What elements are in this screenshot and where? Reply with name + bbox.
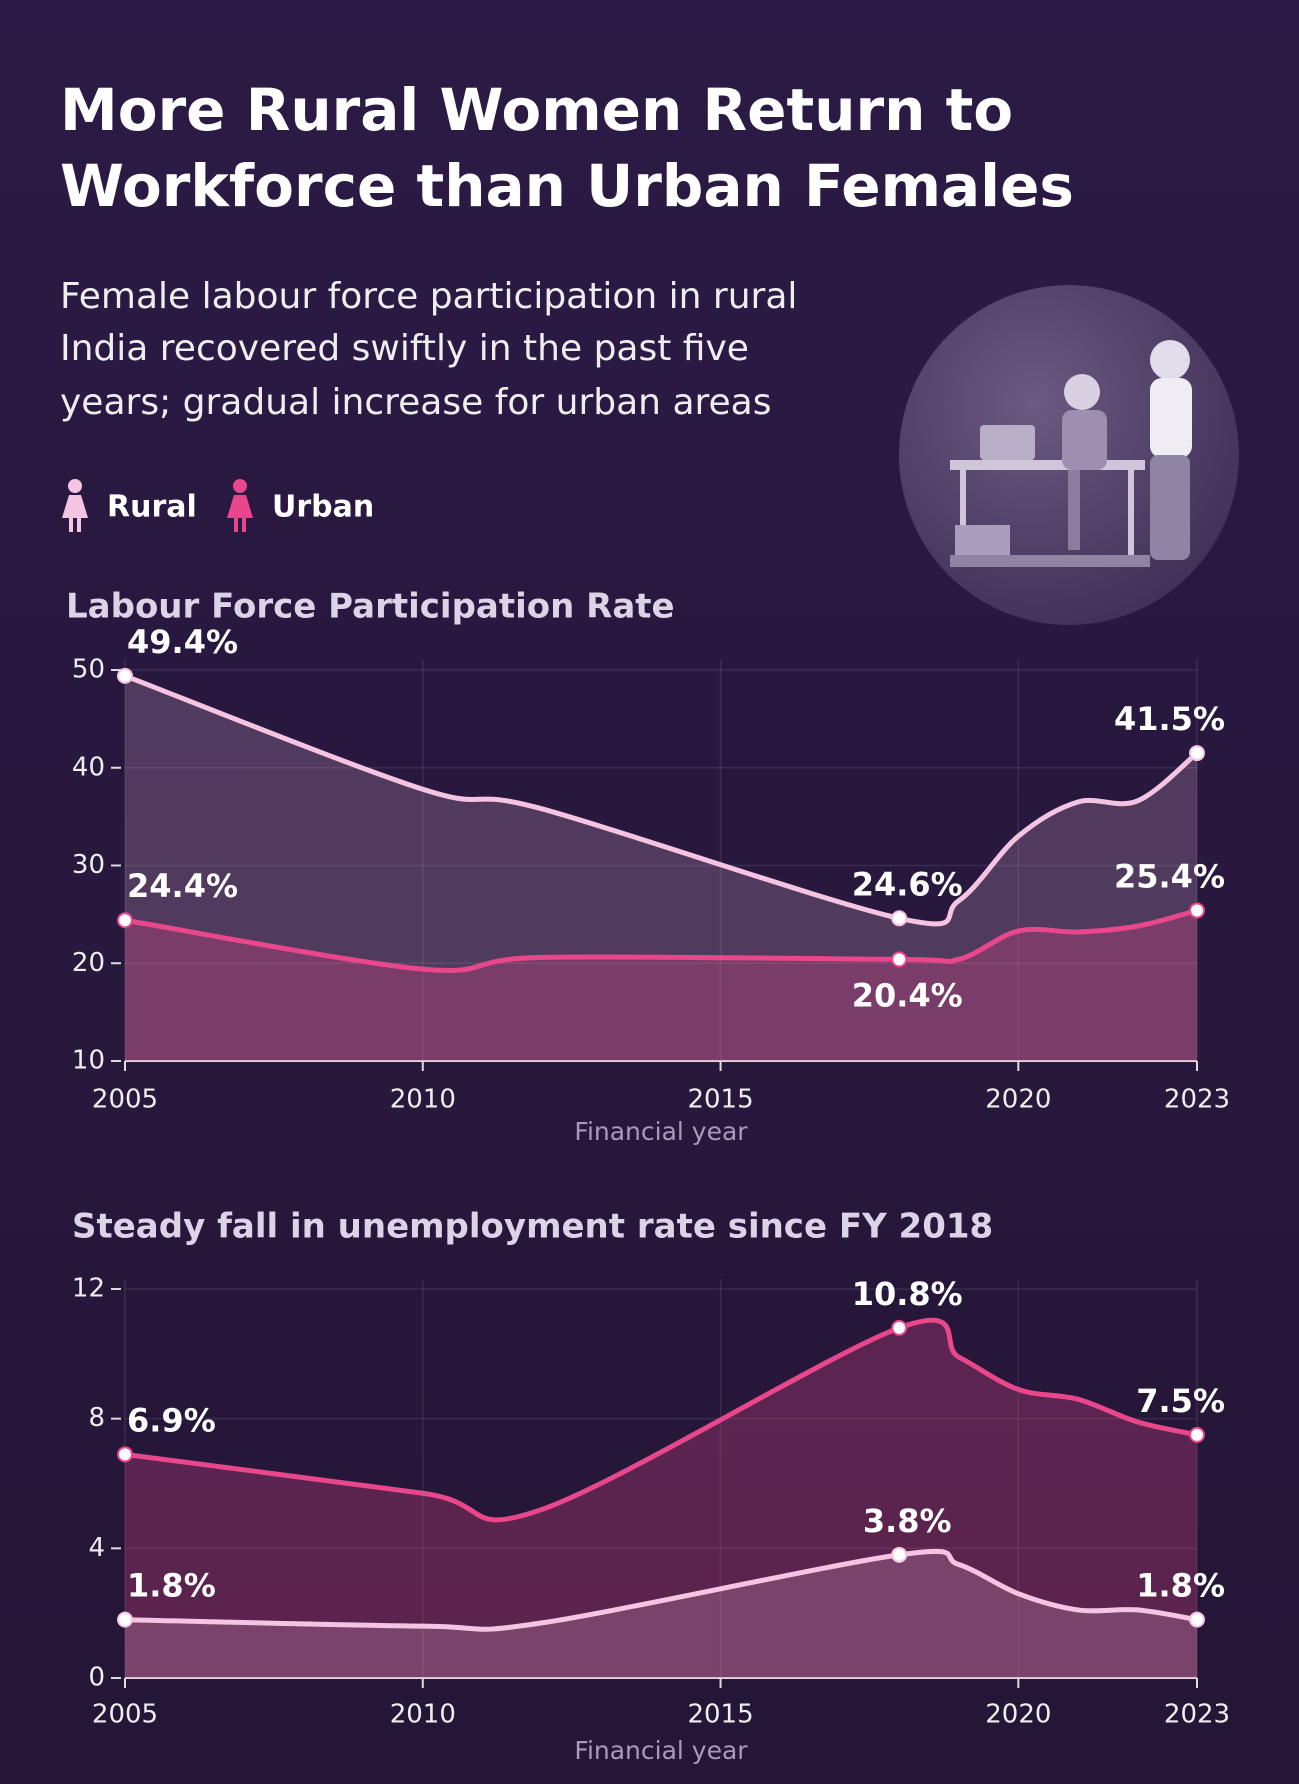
data-label: 1.8% [127, 1567, 216, 1605]
area [125, 1551, 1197, 1678]
x-tick-label: 2020 [985, 1700, 1051, 1730]
y-tick-label: 30 [72, 850, 105, 880]
data-label: 25.4% [1114, 857, 1225, 895]
data-point [891, 910, 908, 927]
x-tick-label: 2010 [390, 1085, 456, 1115]
y-tick-label: 8 [88, 1403, 105, 1433]
area [125, 1320, 1197, 1678]
legend-label: Urban [272, 490, 374, 525]
data-label: 7.5% [1136, 1382, 1225, 1420]
legend-icon [242, 518, 246, 532]
data-label: 24.4% [127, 867, 238, 905]
y-tick-label: 12 [72, 1274, 105, 1304]
x-tick-label: 2005 [92, 1700, 158, 1730]
y-tick-label: 50 [72, 655, 105, 685]
data-label: 3.8% [863, 1502, 952, 1540]
area [125, 910, 1197, 1061]
legend-icon [68, 479, 82, 493]
data-point [117, 1611, 133, 1628]
subtitle-line: years; gradual increase for urban areas [60, 382, 771, 423]
subtitle-line: India recovered swiftly in the past five [60, 328, 749, 369]
data-label: 1.8% [1136, 1567, 1225, 1605]
title-line: More Rural Women Return to [60, 76, 1013, 144]
data-label: 10.8% [852, 1275, 963, 1313]
x-tick-label: 2020 [985, 1085, 1051, 1115]
data-point [1189, 1426, 1205, 1443]
data-point [891, 1546, 908, 1563]
legend-icon [77, 518, 81, 532]
y-tick-label: 4 [88, 1533, 105, 1563]
data-label: 49.4% [127, 623, 238, 661]
x-tick-label: 2010 [390, 1700, 456, 1730]
legend: Rural Urban [62, 479, 374, 532]
title-line: Workforce than Urban Females [60, 152, 1074, 220]
data-point [1189, 745, 1205, 762]
data-point [117, 912, 133, 929]
x-tick-label: 2015 [687, 1700, 753, 1730]
legend-icon [233, 479, 247, 493]
legend-icon [234, 518, 238, 532]
y-tick-label: 10 [72, 1046, 105, 1076]
x-tick-label: 2015 [687, 1085, 753, 1115]
y-tick-label: 0 [88, 1663, 105, 1693]
x-axis-label: Financial year [574, 1736, 748, 1765]
data-point [117, 1446, 133, 1463]
data-label: 20.4% [852, 976, 963, 1014]
x-tick-label: 2023 [1164, 1700, 1230, 1730]
illustration [899, 285, 1239, 625]
legend-label: Rural [107, 490, 197, 525]
data-label: 24.6% [852, 865, 963, 903]
subtitle-line: Female labour force participation in rur… [60, 276, 797, 317]
data-point [117, 667, 133, 684]
x-tick-label: 2023 [1164, 1085, 1230, 1115]
data-label: 41.5% [1114, 700, 1225, 738]
data-point [1189, 902, 1205, 919]
data-point [891, 1319, 908, 1336]
legend-icon [227, 495, 253, 518]
legend-icon [62, 495, 88, 518]
y-tick-label: 20 [72, 948, 105, 978]
data-point [1189, 1611, 1205, 1628]
x-tick-label: 2005 [92, 1085, 158, 1115]
data-point [891, 951, 908, 968]
data-label: 6.9% [127, 1401, 216, 1439]
legend-icon [69, 518, 73, 532]
chart-title: Steady fall in unemployment rate since F… [72, 1207, 993, 1247]
x-axis-label: Financial year [574, 1117, 748, 1146]
y-tick-label: 40 [72, 752, 105, 782]
chart-title: Labour Force Participation Rate [66, 587, 675, 627]
